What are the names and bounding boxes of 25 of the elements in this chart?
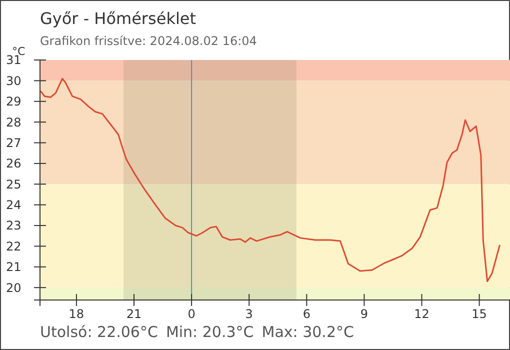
x-tick-label: 3 — [245, 307, 253, 321]
x-tick-label: 15 — [472, 307, 487, 321]
y-tick-label: 22 — [6, 239, 22, 254]
y-tick-label: 23 — [6, 218, 22, 233]
x-tick-label: 21 — [126, 307, 142, 321]
y-tick-label: 20 — [6, 280, 22, 295]
text: Max: 30.2°C — [262, 323, 354, 341]
line-series — [40, 78, 501, 282]
y-tick-label: 29 — [6, 94, 22, 109]
x-tick-label: 12 — [414, 307, 430, 321]
y-tick-label: 25 — [6, 177, 22, 192]
y-tick-label: 27 — [6, 136, 22, 150]
y-tick-label: 24 — [6, 198, 22, 212]
chart-title: Győr - Hőmérséklet — [40, 9, 196, 28]
x-tick-label: 9 — [360, 307, 368, 321]
chart-subtitle: Grafikon frissítve: 2024.08.02 16:04 — [40, 34, 257, 48]
x-tick-label: 18 — [68, 307, 84, 321]
y-tick-label: 26 — [6, 156, 22, 171]
y-tick-label: 30 — [6, 74, 22, 88]
text: Min: 20.3°C — [166, 323, 254, 341]
y-tick-label: 21 — [6, 260, 22, 274]
text: Utolsó: 22.06°C — [40, 323, 158, 341]
x-tick-label: 0 — [188, 307, 196, 321]
x-tick-label: 6 — [302, 307, 310, 321]
y-tick-label: 28 — [6, 115, 22, 130]
